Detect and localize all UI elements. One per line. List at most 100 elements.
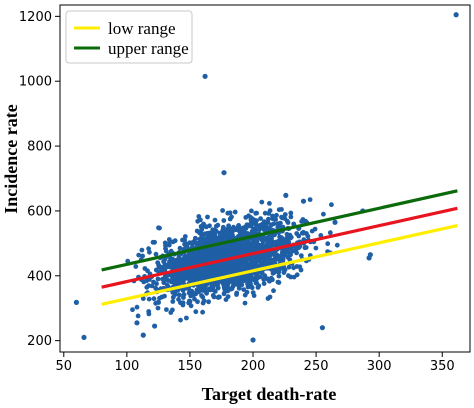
scatter-point xyxy=(160,276,165,282)
scatter-point xyxy=(212,235,218,240)
scatter-point xyxy=(275,221,281,227)
scatter-point xyxy=(202,287,208,293)
scatter-point xyxy=(221,253,226,259)
scatter-point xyxy=(233,279,239,285)
scatter-point xyxy=(272,251,278,256)
scatter-point xyxy=(233,227,239,233)
scatter-point xyxy=(236,283,242,288)
y-tick-label: 200 xyxy=(27,334,52,349)
scatter-point xyxy=(240,248,246,253)
scatter-point xyxy=(199,269,204,274)
scatter-point xyxy=(313,245,319,251)
scatter-point xyxy=(256,227,262,233)
scatter-point xyxy=(234,263,240,269)
x-tick-label: 250 xyxy=(304,359,329,374)
scatter-point xyxy=(204,224,209,230)
scatter-point xyxy=(194,255,200,261)
scatter-point xyxy=(228,249,234,255)
scatter-point xyxy=(242,292,248,298)
scatter-point xyxy=(221,291,227,297)
scatter-point xyxy=(164,307,169,312)
upper-range-line xyxy=(101,189,458,272)
scatter-point xyxy=(251,236,257,242)
scatter-point xyxy=(164,282,170,288)
scatter-point xyxy=(146,296,152,302)
scatter-point xyxy=(229,286,235,292)
x-tick-label: 350 xyxy=(430,359,455,374)
scatter-point xyxy=(159,266,165,272)
scatter-point xyxy=(192,296,197,302)
scatter-point xyxy=(282,212,288,217)
legend-box xyxy=(65,10,193,64)
scatter-point xyxy=(298,267,304,273)
scatter-point xyxy=(303,245,309,250)
scatter-point xyxy=(194,228,200,234)
scatter-point xyxy=(134,320,140,326)
scatter-point xyxy=(221,218,227,223)
scatter-point xyxy=(300,217,306,222)
scatter-point xyxy=(286,264,292,270)
scatter-point xyxy=(283,251,288,257)
scatter-point xyxy=(170,275,175,280)
scatter-point xyxy=(187,298,192,304)
scatter-point xyxy=(200,239,206,244)
scatter-point xyxy=(227,210,233,216)
scatter-point xyxy=(282,216,288,222)
scatter-point xyxy=(270,213,275,219)
scatter-point xyxy=(164,277,169,283)
x-tick-label: 100 xyxy=(114,359,139,374)
scatter-point xyxy=(243,215,249,220)
scatter-point xyxy=(305,233,311,239)
scatter-point xyxy=(239,259,245,265)
scatter-point xyxy=(318,233,324,238)
scatter-point xyxy=(221,170,227,176)
scatter-point xyxy=(272,232,277,238)
scatter-point xyxy=(161,259,167,264)
scatter-point xyxy=(248,280,253,286)
scatter-point xyxy=(264,241,270,247)
scatter-point xyxy=(232,209,238,215)
scatter-point xyxy=(134,304,140,310)
scatter-point xyxy=(229,214,234,220)
scatter-point xyxy=(199,293,204,298)
y-tick-label: 400 xyxy=(27,269,52,284)
scatter-point xyxy=(248,247,254,253)
scatter-point xyxy=(228,267,234,273)
scatter-point xyxy=(236,223,242,228)
scatter-point xyxy=(298,253,304,258)
scatter-point xyxy=(262,260,268,266)
scatter-point xyxy=(290,248,295,254)
scatter-point xyxy=(153,251,159,257)
plot-frame xyxy=(59,4,471,353)
scatter-point xyxy=(279,207,284,212)
scatter-point xyxy=(147,249,152,255)
scatter-point xyxy=(272,268,278,274)
scatter-point xyxy=(266,211,272,216)
scatter-point xyxy=(192,268,198,274)
scatter-point xyxy=(155,305,161,311)
scatter-point xyxy=(269,222,274,228)
scatter-point xyxy=(239,243,245,249)
scatter-point xyxy=(167,259,172,265)
scatter-point xyxy=(133,264,139,269)
scatter-point xyxy=(178,317,183,323)
scatter-point xyxy=(205,268,211,274)
scatter-point xyxy=(218,271,223,276)
scatter-point xyxy=(271,288,276,294)
scatter-point xyxy=(130,307,135,313)
scatter-point xyxy=(170,239,176,245)
scatter-point xyxy=(224,247,230,253)
scatter-point xyxy=(255,256,260,262)
x-tick-label: 150 xyxy=(178,359,203,374)
scatter-point xyxy=(276,238,282,244)
scatter-point xyxy=(163,265,169,271)
scatter-point xyxy=(195,273,201,278)
scatter-point xyxy=(312,226,318,232)
scatter-point xyxy=(258,216,263,222)
y-tick-label: 800 xyxy=(27,140,52,155)
scatter-point xyxy=(73,299,79,305)
scatter-point xyxy=(176,292,182,298)
scatter-point xyxy=(242,232,247,238)
scatter-point xyxy=(274,212,279,218)
